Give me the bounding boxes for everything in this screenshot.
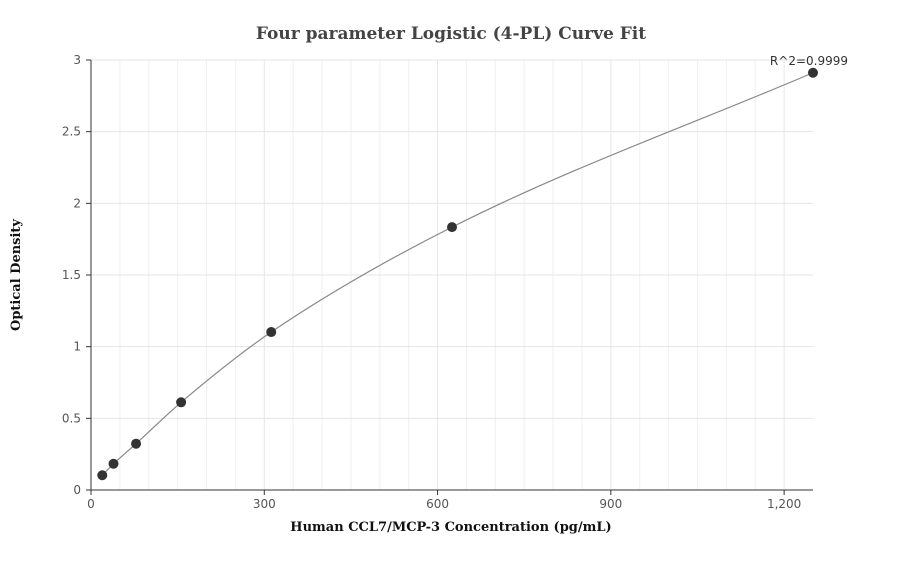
y-tick-label: 3 [73, 53, 81, 67]
axes: 0 0.5 1 1.5 2 2.5 3 0 300 600 900 1,200 [62, 53, 813, 511]
data-point [447, 222, 457, 233]
grid [91, 59, 813, 490]
x-tick-label: 900 [599, 497, 622, 511]
y-axis-title: Optical Density [9, 219, 24, 331]
y-tick-label: 0 [73, 483, 81, 497]
x-tick-label: 1,200 [767, 497, 801, 511]
x-axis-title: Human CCL7/MCP-3 Concentration (pg/mL) [290, 520, 611, 535]
data-point [808, 67, 818, 78]
data-point [266, 327, 277, 338]
y-tick-label: 1 [73, 340, 81, 354]
x-tick-label: 0 [87, 497, 95, 511]
r-squared-annotation: R^2=0.9999 [770, 54, 848, 68]
y-tick-label: 2 [73, 196, 81, 210]
data-point [176, 397, 187, 408]
fit-curve [101, 72, 814, 476]
y-tick-label: 0.5 [62, 411, 81, 425]
data-point [131, 438, 142, 449]
data-point [97, 470, 108, 481]
y-tick-label: 2.5 [62, 125, 81, 139]
y-tick-label: 1.5 [62, 268, 81, 282]
x-tick-label: 300 [253, 497, 276, 511]
x-tick-label: 600 [426, 497, 449, 511]
chart-title: Four parameter Logistic (4-PL) Curve Fit [256, 24, 646, 44]
data-points [97, 67, 818, 481]
fit-curve-group [101, 72, 814, 476]
data-point [108, 458, 119, 469]
